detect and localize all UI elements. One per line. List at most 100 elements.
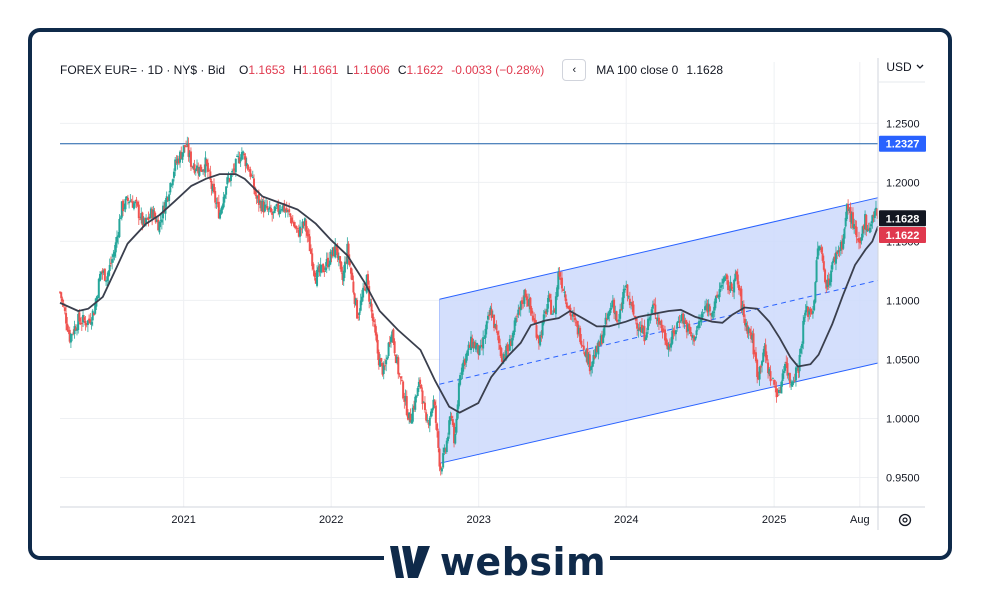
candle-body xyxy=(409,413,412,423)
candle-body xyxy=(102,270,105,273)
candle-body xyxy=(297,229,300,237)
candle-body xyxy=(607,313,610,320)
candle-body xyxy=(564,294,567,301)
candle-body xyxy=(168,194,171,201)
candle-body xyxy=(362,287,365,298)
candle-body xyxy=(182,145,185,154)
candle-body xyxy=(335,246,338,251)
gear-icon[interactable] xyxy=(898,513,912,527)
y-tick-label: 1.2000 xyxy=(886,177,920,189)
candle-body xyxy=(472,342,475,349)
candle-body xyxy=(113,251,116,257)
candle-body xyxy=(323,271,326,273)
channel-upper-line[interactable] xyxy=(439,197,879,300)
candle-body xyxy=(815,260,818,283)
candle-body xyxy=(432,399,435,409)
candle-body xyxy=(640,324,643,333)
candle-body xyxy=(511,337,514,346)
candle-body xyxy=(210,180,213,189)
candle-body xyxy=(831,262,834,270)
candle-body xyxy=(843,228,846,239)
candle-body xyxy=(837,250,840,253)
candle-body xyxy=(661,328,664,333)
candle-body xyxy=(833,256,836,262)
candle-body xyxy=(671,330,674,344)
candle-body xyxy=(690,334,693,337)
candle-body xyxy=(779,390,782,393)
ma-indicator-label[interactable]: MA 100 close 0 xyxy=(596,63,679,77)
candle-body xyxy=(219,212,222,219)
open-label: O xyxy=(239,63,249,77)
candle-body xyxy=(746,325,749,334)
channel-lower-line[interactable] xyxy=(439,362,879,464)
candle-body xyxy=(271,212,274,215)
candle-body xyxy=(434,405,437,423)
collapse-indicators-button[interactable]: ‹ xyxy=(562,59,587,81)
candle-body xyxy=(650,309,653,314)
candle-body xyxy=(797,368,800,373)
y-tick-label: 1.2500 xyxy=(886,118,920,130)
candle-body xyxy=(466,350,469,356)
candle-body xyxy=(107,270,110,277)
candle-body xyxy=(868,227,871,233)
regression-channel[interactable] xyxy=(439,197,879,464)
candle-body xyxy=(817,246,820,251)
candle-body xyxy=(436,423,439,431)
candle-body xyxy=(558,272,561,277)
candle-body xyxy=(711,312,714,317)
candle-body xyxy=(747,327,750,333)
svg-text:1.2327: 1.2327 xyxy=(886,139,920,151)
candle-body xyxy=(628,298,631,306)
candle-body xyxy=(577,327,580,334)
candle-body xyxy=(574,317,577,321)
candle-body xyxy=(819,247,822,248)
candle-body xyxy=(510,341,513,346)
candle-body xyxy=(745,322,748,327)
candle-body xyxy=(838,250,841,251)
candle-body xyxy=(256,196,259,198)
candle-body xyxy=(873,210,876,219)
candle-body xyxy=(748,328,751,333)
candle-body xyxy=(490,309,493,319)
candle-body xyxy=(85,323,88,325)
candle-body xyxy=(758,366,761,380)
currency-selector[interactable]: USD xyxy=(880,57,930,77)
svg-text:1.1628: 1.1628 xyxy=(886,213,920,225)
candle-body xyxy=(319,264,322,273)
candle-body xyxy=(603,325,606,336)
candle-body xyxy=(810,310,813,315)
candle-body xyxy=(713,301,716,311)
candle-body xyxy=(348,260,351,266)
candle-body xyxy=(363,286,366,288)
candle-body xyxy=(425,412,428,421)
candle-body xyxy=(360,296,363,302)
candle-body xyxy=(631,301,634,307)
channel-mid-line[interactable] xyxy=(439,279,879,385)
candle-body xyxy=(527,300,530,307)
candle-body xyxy=(824,269,827,283)
candle-body xyxy=(139,218,142,220)
candle-body xyxy=(393,341,396,354)
candle-body xyxy=(385,360,388,365)
candle-body xyxy=(423,402,426,410)
candle-body xyxy=(231,171,234,173)
candle-body xyxy=(262,201,265,213)
candle-body xyxy=(470,336,473,350)
candle-body xyxy=(571,314,574,317)
candle-body xyxy=(493,314,496,328)
candle-body xyxy=(617,319,620,322)
ma-100-line xyxy=(59,173,879,414)
candle-body xyxy=(624,288,627,291)
price-badges: 1.2327 1.1628 1.1622 xyxy=(879,135,926,243)
candle-body xyxy=(489,307,492,316)
candle-body xyxy=(467,344,470,351)
candle-body xyxy=(554,296,557,315)
candle-body xyxy=(375,332,378,341)
candle-body xyxy=(533,318,536,321)
candle-body xyxy=(656,317,659,321)
candle-body xyxy=(710,313,713,316)
symbol-label[interactable]: FOREX EUR= · 1D · NY$ · Bid xyxy=(60,63,226,77)
candle-body xyxy=(845,204,848,220)
x-tick-label: Aug xyxy=(850,514,870,526)
